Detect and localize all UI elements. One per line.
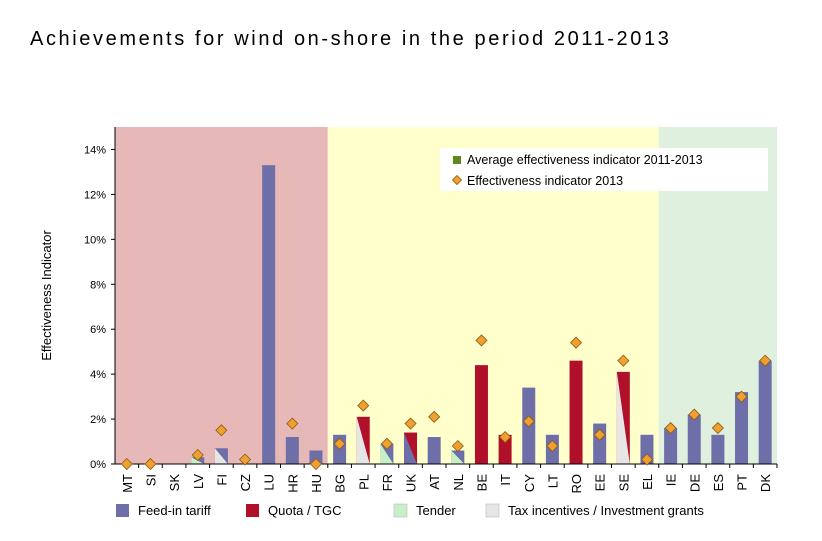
x-tick-label-se: SE <box>616 474 631 492</box>
background-zone <box>115 127 328 464</box>
legend-box <box>440 148 768 191</box>
bar-ie <box>664 428 678 464</box>
diamond-at <box>428 410 441 423</box>
bar-secondary-uk <box>404 432 418 464</box>
diamond-lt <box>546 439 559 453</box>
bottom-legend-swatch-0 <box>116 504 129 517</box>
legend-square-icon <box>453 156 461 164</box>
bar-hr <box>285 437 299 464</box>
diamond-it <box>499 430 512 444</box>
bar-secondary-pl <box>356 416 370 464</box>
diamond-de <box>688 408 701 421</box>
x-tick-label-sk: SK <box>167 474 182 492</box>
diamond-hr <box>286 417 299 430</box>
bar-es <box>711 434 725 464</box>
y-tick-label: 0% <box>90 459 106 471</box>
diamond-nl <box>451 439 464 453</box>
diamond-cy <box>522 415 535 428</box>
x-tick-label-de: DE <box>687 474 702 492</box>
x-tick-label-at: AT <box>427 474 442 490</box>
x-tick-label-nl: NL <box>451 474 466 491</box>
diamond-fi <box>215 424 228 437</box>
x-tick-label-mt: MT <box>120 474 135 493</box>
diamond-be <box>475 334 488 347</box>
bottom-legend-swatch-2 <box>393 503 408 518</box>
bar-dk <box>758 360 772 464</box>
diamond-fr <box>380 437 393 450</box>
diamond-uk <box>404 417 417 430</box>
bottom-legend-label-2: Tender <box>416 503 456 518</box>
x-tick-label-be: BE <box>474 474 489 492</box>
diamond-se <box>617 354 630 367</box>
x-tick-label-lt: LT <box>545 474 560 488</box>
x-tick-label-bg: BG <box>333 474 348 493</box>
diamond-pt <box>735 390 748 403</box>
legend-label-average: Average effectiveness indicator 2011-201… <box>467 153 703 167</box>
y-tick-label: 6% <box>90 324 106 336</box>
diamond-el <box>640 453 654 466</box>
x-tick-label-cz: CZ <box>238 474 253 491</box>
x-tick-label-uk: UK <box>404 474 419 492</box>
bar-be <box>474 365 488 464</box>
bottom-legend-swatch-1 <box>246 504 259 517</box>
y-tick-label: 14% <box>84 144 106 156</box>
x-tick-label-fi: FI <box>214 474 229 486</box>
bottom-legend-label-0: Feed-in tariff <box>138 503 211 518</box>
x-tick-label-es: ES <box>711 474 726 492</box>
y-tick-label: 10% <box>84 234 106 246</box>
x-tick-label-pl: PL <box>356 474 371 490</box>
diamond-ie <box>664 421 677 435</box>
diamond-es <box>711 421 724 435</box>
diamond-lv <box>191 448 204 462</box>
y-tick-label: 4% <box>90 369 106 381</box>
x-tick-label-ee: EE <box>593 474 608 492</box>
y-tick-label: 2% <box>90 414 106 426</box>
bar-it <box>498 434 512 464</box>
diamond-dk <box>759 354 772 367</box>
bar-lu <box>262 165 276 464</box>
x-tick-label-pt: PT <box>735 474 750 491</box>
bar-ro <box>569 360 583 464</box>
x-tick-label-hr: HR <box>285 474 300 493</box>
diamond-mt <box>120 457 133 471</box>
bar-de <box>687 414 701 464</box>
x-tick-label-el: EL <box>640 474 655 490</box>
bar-secondary-nl <box>451 450 465 464</box>
diamond-hu <box>309 457 323 471</box>
chart-title: Achievements for wind on-shore in the pe… <box>30 28 672 50</box>
y-tick-label: 12% <box>84 189 106 201</box>
bar-secondary-se <box>616 371 630 464</box>
bar-secondary-fr <box>380 443 394 464</box>
bottom-legend-swatch-3 <box>485 503 500 518</box>
x-tick-label-hu: HU <box>309 474 324 493</box>
x-tick-label-dk: DK <box>758 474 773 492</box>
bottom-legend-label-3: Tax incentives / Investment grants <box>508 503 704 518</box>
y-tick-label: 8% <box>90 279 106 291</box>
diamond-pl <box>357 399 370 412</box>
x-tick-label-si: SI <box>143 474 158 486</box>
x-tick-label-it: IT <box>498 474 513 486</box>
diamond-bg <box>333 437 346 450</box>
bar-hu <box>309 450 323 464</box>
bar-secondary-fi <box>214 448 228 464</box>
x-tick-label-cy: CY <box>522 474 537 492</box>
x-tick-label-fr: FR <box>380 474 395 491</box>
y-axis-title: Effectiveness Indicator <box>39 230 54 361</box>
x-tick-label-ie: IE <box>664 474 679 487</box>
legend-diamond-icon <box>451 174 463 186</box>
x-tick-label-lu: LU <box>262 474 277 491</box>
diamond-ro <box>569 336 583 349</box>
diamond-si <box>144 457 157 471</box>
x-tick-label-ro: RO <box>569 474 584 494</box>
bar-pt <box>735 392 749 464</box>
legend-label-2013: Effectiveness indicator 2013 <box>467 174 623 188</box>
diamond-ee <box>593 428 606 441</box>
x-tick-label-lv: LV <box>191 474 206 489</box>
bottom-legend-label-1: Quota / TGC <box>268 503 341 518</box>
bar-at <box>427 437 441 464</box>
diamond-cz <box>238 453 252 466</box>
